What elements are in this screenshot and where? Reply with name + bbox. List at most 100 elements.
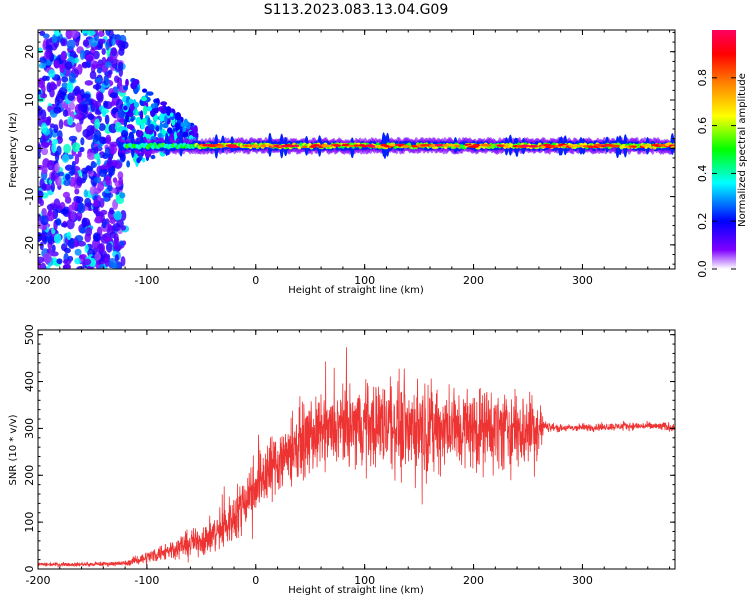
spectrogram-transition-blob [164,115,168,124]
spectrogram-noise-blob [77,150,82,158]
spectrogram-noise-blob [104,114,110,125]
spectrogram-noise-blob [84,166,94,172]
spectrogram-ylabel: Frequency (Hz) [8,112,19,188]
spectrogram-transition-blob [160,101,168,106]
spectrogram-noise-blob [50,181,55,192]
spectrogram-noise-blob [96,195,102,202]
spectrogram-noise-blob [84,98,94,106]
spectrogram-noise-blob [96,92,104,103]
spectrogram-noise-blob [56,145,62,156]
spectrogram-xtick-label: 100 [354,274,375,287]
spectrogram-noise-blob [98,168,107,178]
snr-xlabel: Height of straight line (km) [288,585,424,596]
spectrogram-noise-blob [118,177,124,186]
spectrogram-noise-blob [117,171,124,180]
spectrogram-noise-blob [92,232,101,242]
spectrogram-noise-blob [76,176,83,187]
spectrogram-noise-blob [62,109,69,117]
snr-ylabel: SNR (10 * v/v) [8,414,19,485]
spectrogram-transition-blob [183,118,189,128]
spectrogram-noise-blob [45,48,52,59]
spectrogram-carrier-peak [400,145,411,148]
spectrogram-carrier-peak [321,144,332,148]
snr-xtick-label: -100 [134,574,159,587]
spectrogram-noise-blob [84,54,94,61]
spectrogram-transition-blob [157,132,163,139]
spectrogram-noise-blob [68,72,76,83]
spectrogram-ytick-label: -10 [23,188,36,206]
snr-ytick-label: 0 [23,566,36,573]
spectrogram-carrier-peak [251,145,261,148]
spectrogram-carrier-peak [361,144,368,148]
snr-ytick-label: 500 [23,324,36,345]
spectrogram-noise-blob [41,207,47,217]
spectrogram-noise-blob [41,182,47,192]
spectrogram-noise-blob [52,138,59,145]
spectrogram-noise-blob [95,77,103,83]
spectrogram-noise-blob [61,82,68,89]
spectrogram-noise-blob [108,257,117,268]
spectrogram-transition-blob [126,160,131,168]
spectrogram-carrier-peak [287,144,296,148]
spectrogram-noise-blob [62,264,68,269]
spectrogram-noise-blob [94,252,102,261]
spectrogram-noise-blob [70,210,76,221]
colorbar-gradient [712,30,736,269]
spectrogram-noise-blob [71,142,81,153]
spectrogram-noise-blob [63,179,71,187]
spectrogram-noise-blob [115,98,124,110]
spectrogram-noise-blob [92,84,102,90]
spectrogram-noise-blob [39,57,47,64]
spectrogram-ytick-label: 20 [23,45,36,59]
spectrogram-noise-blob [65,30,73,40]
spectrogram-noise-blob [109,141,119,147]
spectrogram-noise-blob [82,93,91,99]
spectrogram-noise-blob [64,61,73,70]
spectrogram-noise-blob [76,266,85,269]
spectrogram-noise-blob [77,240,86,247]
spectrogram-noise-blob [86,152,96,160]
spectrogram-noise-blob [74,257,82,265]
spectrogram-noise-blob [38,105,43,116]
snr-xtick-label: 300 [572,574,593,587]
spectrogram-noise-blob [68,204,74,212]
spectrogram-noise-blob [55,92,65,104]
spectrogram-carrier-peak [482,144,492,147]
spectrogram-noise-blob [66,39,76,50]
spectrogram-carrier-peak [609,144,621,148]
spectrogram-transition-blob [182,131,189,139]
spectrogram-transition-blob [147,129,154,135]
snr-frame [37,329,676,570]
spectrogram-noise-blob [80,137,85,146]
snr-xtick-label: 100 [354,574,375,587]
spectrogram-noise-blob [107,167,116,173]
spectrogram-ytick-label: 0 [23,145,36,152]
spectrogram-noise-blob [61,76,69,83]
snr-ytick-label: 200 [23,465,36,486]
spectrogram-transition-blob [175,112,182,121]
spectrogram-noise-blob [93,198,99,207]
spectrogram-noise-blob [38,256,45,264]
snr-xtick-label: 0 [252,574,259,587]
spectrogram-transition-blob [180,122,185,128]
spectrogram-noise-blob [53,59,60,69]
spectrogram-xtick-label: -200 [26,274,51,287]
spectrogram-carrier-peak [294,144,300,148]
spectrogram-transition-blob [130,117,134,123]
spectrogram-carrier-peak [472,143,481,147]
spectrogram-noise-blob [39,262,47,269]
spectrogram-carrier-peak [215,145,226,148]
spectrogram-noise-blob [39,199,44,207]
colorbar-tick-label: 0.2 [696,212,709,230]
spectrogram-transition-blob [139,110,144,120]
spectrogram-frame [37,29,676,270]
spectrogram-noise-blob [38,152,41,159]
spectrogram-noise-blob [40,93,48,99]
spectrogram-noise-blob [79,254,87,260]
spectrogram-noise-blob [110,159,118,168]
spectrogram-transition-blob [142,105,148,116]
snr-ytick-label: 400 [23,371,36,392]
snr-ytick-label: 100 [23,512,36,533]
spectrogram-noise-blob [41,147,49,156]
